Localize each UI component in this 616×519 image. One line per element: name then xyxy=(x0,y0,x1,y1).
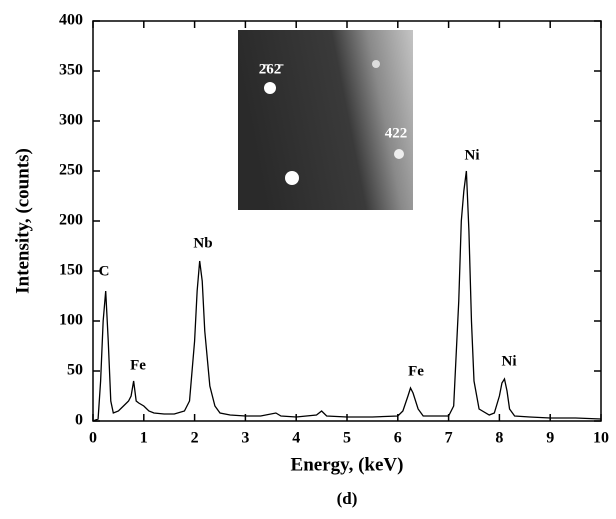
x-tick-label: 0 xyxy=(89,430,97,447)
x-tick-label: 3 xyxy=(241,430,249,447)
y-tick-label: 100 xyxy=(59,312,83,329)
inset-label: 422 xyxy=(385,125,408,141)
y-tick-label: 50 xyxy=(67,362,83,379)
spot xyxy=(264,82,276,94)
peak-label: Ni xyxy=(502,353,517,369)
x-tick-label: 7 xyxy=(445,430,453,447)
peak-label: Nb xyxy=(193,235,212,251)
x-tick-label: 1 xyxy=(140,430,148,447)
x-tick-label: 4 xyxy=(292,430,300,447)
y-tick-label: 250 xyxy=(59,162,83,179)
peak-label: C xyxy=(99,263,110,279)
peak-label: Fe xyxy=(408,363,424,379)
y-tick-label: 400 xyxy=(59,12,83,29)
y-tick-label: 200 xyxy=(59,212,83,229)
y-tick-label: 150 xyxy=(59,262,83,279)
x-axis-label: Energy, (keV) xyxy=(291,454,404,475)
spot xyxy=(285,171,299,185)
chart: 2̄62̄ 422 Energy, (keV) Intensity, (coun… xyxy=(0,0,616,514)
y-tick-label: 0 xyxy=(75,412,83,429)
peak-label: Fe xyxy=(130,357,146,373)
y-tick-label: 350 xyxy=(59,62,83,79)
page: {"chart_data": {"type": "line", "color":… xyxy=(0,0,616,519)
inset: 2̄62̄ 422 xyxy=(238,30,413,210)
y-axis-label: Intensity, (counts) xyxy=(12,148,33,294)
spot xyxy=(394,149,404,159)
x-tick-label: 5 xyxy=(343,430,351,447)
spot xyxy=(372,60,380,68)
x-tick-label: 9 xyxy=(546,430,554,447)
x-tick-label: 8 xyxy=(495,430,503,447)
x-tick-label: 6 xyxy=(394,430,402,447)
x-tick-label: 10 xyxy=(593,430,609,447)
caption: (d) xyxy=(337,489,358,508)
peak-label: Ni xyxy=(465,147,480,163)
x-tick-label: 2 xyxy=(191,430,199,447)
inset-image xyxy=(238,30,413,210)
y-tick-label: 300 xyxy=(59,112,83,129)
inset-label: 2̄62̄ xyxy=(259,61,285,77)
